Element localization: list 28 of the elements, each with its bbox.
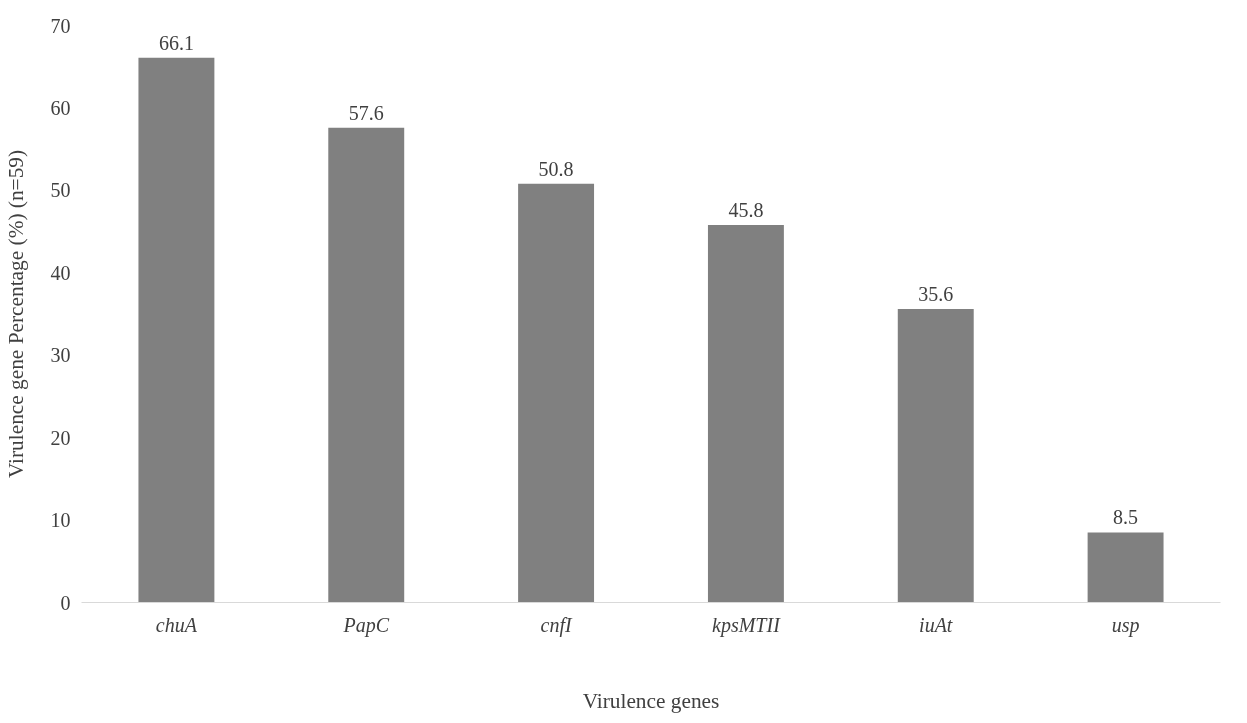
y-tick-label: 50 xyxy=(50,179,71,202)
data-label: 35.6 xyxy=(918,283,954,306)
bar xyxy=(707,224,784,603)
data-label: 8.5 xyxy=(1113,506,1139,529)
x-tick-label: chuA xyxy=(155,613,198,636)
data-label: 50.8 xyxy=(538,157,574,180)
x-tick-label: cnfI xyxy=(540,613,573,637)
y-tick-label: 0 xyxy=(60,591,71,614)
bar xyxy=(138,57,215,603)
y-axis-title: Virulence gene Percentage (%) (n=59) xyxy=(3,149,28,479)
y-tick-label: 20 xyxy=(50,426,71,449)
bar xyxy=(518,183,595,603)
x-tick-label: iuAt xyxy=(919,613,953,636)
y-tick-label: 40 xyxy=(50,261,71,284)
data-label: 57.6 xyxy=(348,101,384,124)
x-tick-label: usp xyxy=(1111,613,1140,637)
y-tick-label: 70 xyxy=(50,14,71,37)
y-tick-label: 60 xyxy=(50,96,71,119)
x-tick-label: kpsMTII xyxy=(712,613,782,637)
y-tick-label: 30 xyxy=(50,344,71,367)
data-label: 66.1 xyxy=(158,31,194,54)
y-tick-label: 10 xyxy=(50,509,71,532)
bar xyxy=(897,309,974,603)
bar xyxy=(328,127,405,603)
x-axis-title: Virulence genes xyxy=(582,688,720,713)
x-tick-label: PapC xyxy=(342,613,390,637)
bar xyxy=(1087,532,1164,603)
data-label: 45.8 xyxy=(728,198,764,221)
